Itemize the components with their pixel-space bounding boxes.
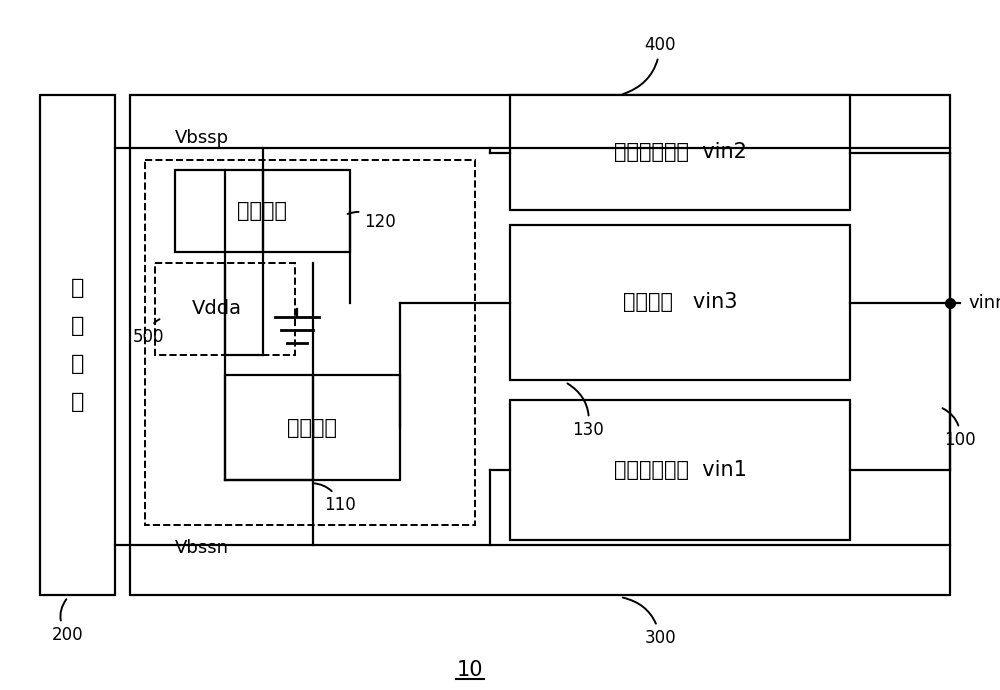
Text: 10: 10 — [457, 660, 483, 680]
Bar — [510, 225, 850, 380]
Bar — [510, 400, 850, 540]
Bar — [225, 375, 400, 480]
Text: 300: 300 — [623, 598, 676, 647]
Text: Vbssn: Vbssn — [175, 539, 229, 557]
Text: 110: 110 — [313, 483, 356, 514]
Text: 500: 500 — [132, 319, 164, 346]
Bar — [175, 170, 350, 252]
Bar — [510, 95, 850, 210]
Bar — [145, 160, 475, 525]
Text: 偏: 偏 — [71, 278, 84, 298]
Bar — [155, 263, 295, 355]
Text: 第一开关: 第一开关 — [288, 417, 338, 437]
Text: 电: 电 — [71, 354, 84, 374]
Text: 120: 120 — [348, 212, 396, 231]
Text: vinn: vinn — [968, 294, 1000, 312]
Text: 100: 100 — [943, 408, 976, 449]
Text: 控制单元   vin3: 控制单元 vin3 — [623, 293, 737, 313]
Text: Vdda: Vdda — [192, 299, 242, 319]
Text: 200: 200 — [52, 599, 84, 644]
Text: 置: 置 — [71, 316, 84, 336]
Text: 第二开关: 第二开关 — [238, 201, 288, 221]
Text: 第二输入单元  vin2: 第二输入单元 vin2 — [614, 143, 746, 163]
Text: 400: 400 — [623, 36, 676, 94]
Text: Vbssp: Vbssp — [175, 129, 229, 147]
Text: 第一输入单元  vin1: 第一输入单元 vin1 — [614, 460, 746, 480]
Bar — [130, 95, 950, 595]
Text: 路: 路 — [71, 392, 84, 412]
Text: 130: 130 — [567, 384, 604, 439]
Bar — [40, 95, 115, 595]
